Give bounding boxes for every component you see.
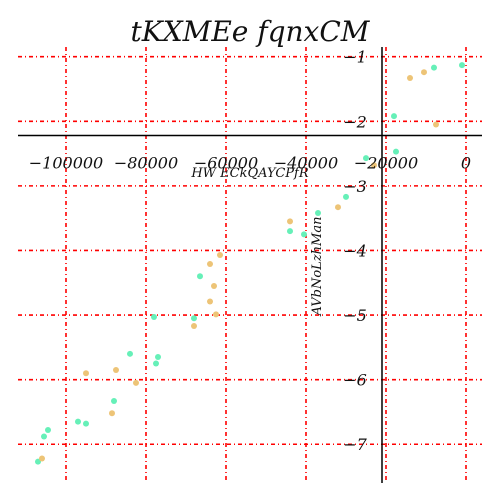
- data-point: [459, 62, 465, 69]
- data-point: [113, 366, 119, 373]
- y-tick-label: −2: [343, 112, 367, 131]
- x-tick-label: −80000: [114, 153, 178, 172]
- data-point: [39, 455, 45, 462]
- x-tick-label: −60000: [194, 153, 258, 172]
- data-point: [433, 121, 439, 128]
- data-point: [335, 204, 341, 211]
- data-point: [393, 148, 399, 155]
- data-point: [287, 218, 293, 225]
- data-point: [315, 210, 321, 217]
- y-tick-label: −7: [343, 435, 367, 454]
- data-point: [431, 64, 437, 71]
- data-point: [83, 370, 89, 377]
- y-tick-label: −5: [343, 306, 367, 325]
- data-point: [421, 69, 427, 76]
- x-tick-label: −40000: [274, 153, 338, 172]
- data-point: [217, 251, 223, 258]
- data-point: [35, 458, 41, 465]
- x-tick-label: −100000: [29, 153, 103, 172]
- data-point: [287, 228, 293, 235]
- data-point: [207, 298, 213, 305]
- data-point: [213, 311, 219, 318]
- y-tick-label: −4: [343, 241, 367, 260]
- data-point: [407, 75, 413, 82]
- data-point: [343, 193, 349, 200]
- data-point: [153, 360, 159, 367]
- data-point: [45, 427, 51, 434]
- y-tick-label: −3: [343, 177, 367, 196]
- data-point: [111, 397, 117, 404]
- data-point: [191, 315, 197, 322]
- data-point: [75, 418, 81, 425]
- x-tick-label: −20000: [354, 153, 418, 172]
- tick-labels: −100000 −80000 −60000 −40000 −20000 0 −1 −2 −3 −4…: [29, 48, 471, 455]
- data-point: [363, 155, 369, 162]
- data-point: [371, 162, 377, 169]
- chart-title: tKXMEe fqnxCM: [131, 15, 371, 48]
- grid: [18, 47, 482, 483]
- data-point: [151, 313, 157, 320]
- data-point: [391, 113, 397, 120]
- data-point: [191, 323, 197, 330]
- y-tick-label: −6: [343, 371, 367, 390]
- x-axis-label: HW ECkQAYCPfR: [190, 166, 309, 181]
- x-tick-label: 0: [461, 153, 471, 172]
- y-tick-label: −1: [343, 48, 367, 67]
- axes: [18, 47, 482, 483]
- data-point: [207, 261, 213, 268]
- data-point: [211, 282, 217, 289]
- data-points: [35, 62, 465, 465]
- data-point: [301, 231, 307, 238]
- data-point: [127, 350, 133, 357]
- data-point: [109, 410, 115, 417]
- y-axis-label: AVbNoLzhMan: [310, 217, 325, 317]
- data-point: [155, 354, 161, 361]
- data-point: [41, 433, 47, 440]
- data-point: [83, 420, 89, 427]
- data-point: [133, 379, 139, 386]
- data-point: [197, 273, 203, 280]
